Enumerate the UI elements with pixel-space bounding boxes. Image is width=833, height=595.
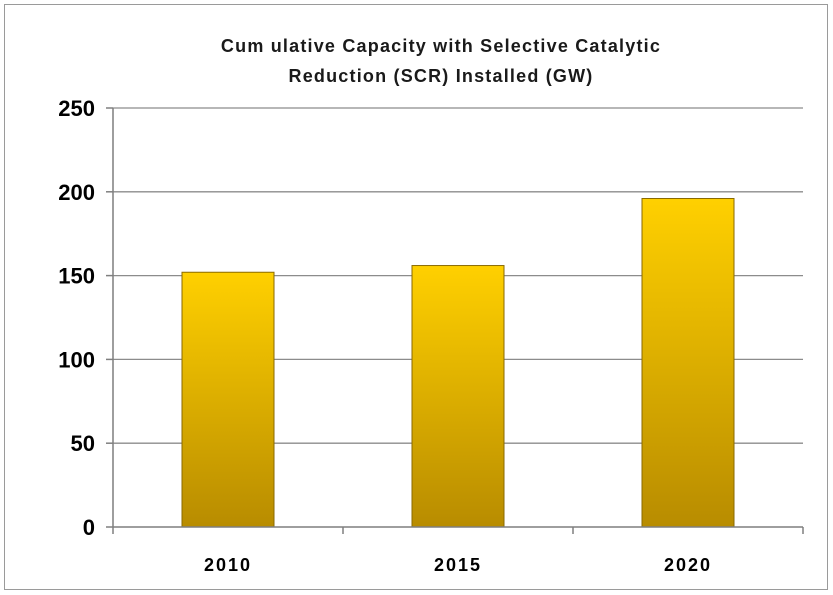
bar-chart: Cum ulative Capacity with Selective Cata…: [58, 36, 804, 575]
y-tick-label-150: 150: [58, 264, 95, 289]
bar-2010: [181, 271, 275, 528]
chart-title-line-2: Reduction (SCR) Installed (GW): [289, 66, 594, 86]
y-tick-label-100: 100: [58, 347, 95, 372]
x-tick-label-2015: 2015: [434, 555, 482, 575]
x-tick-label-2020: 2020: [664, 555, 712, 575]
chart-title-line-1: Cum ulative Capacity with Selective Cata…: [221, 36, 661, 56]
y-tick-label-0: 0: [83, 515, 95, 540]
chart-frame: Cum ulative Capacity with Selective Cata…: [4, 4, 828, 590]
bar-2020: [641, 198, 735, 528]
y-tick-label-250: 250: [58, 96, 95, 121]
y-tick-label-200: 200: [58, 180, 95, 205]
bars: [181, 198, 735, 528]
bar-2015: [411, 265, 505, 528]
axes: [106, 107, 804, 534]
x-tick-label-2010: 2010: [204, 555, 252, 575]
x-tick-labels: 2010 2015 2020: [204, 555, 712, 575]
y-tick-labels: 0 50 100 150 200 250: [58, 96, 95, 540]
y-tick-label-50: 50: [71, 431, 95, 456]
